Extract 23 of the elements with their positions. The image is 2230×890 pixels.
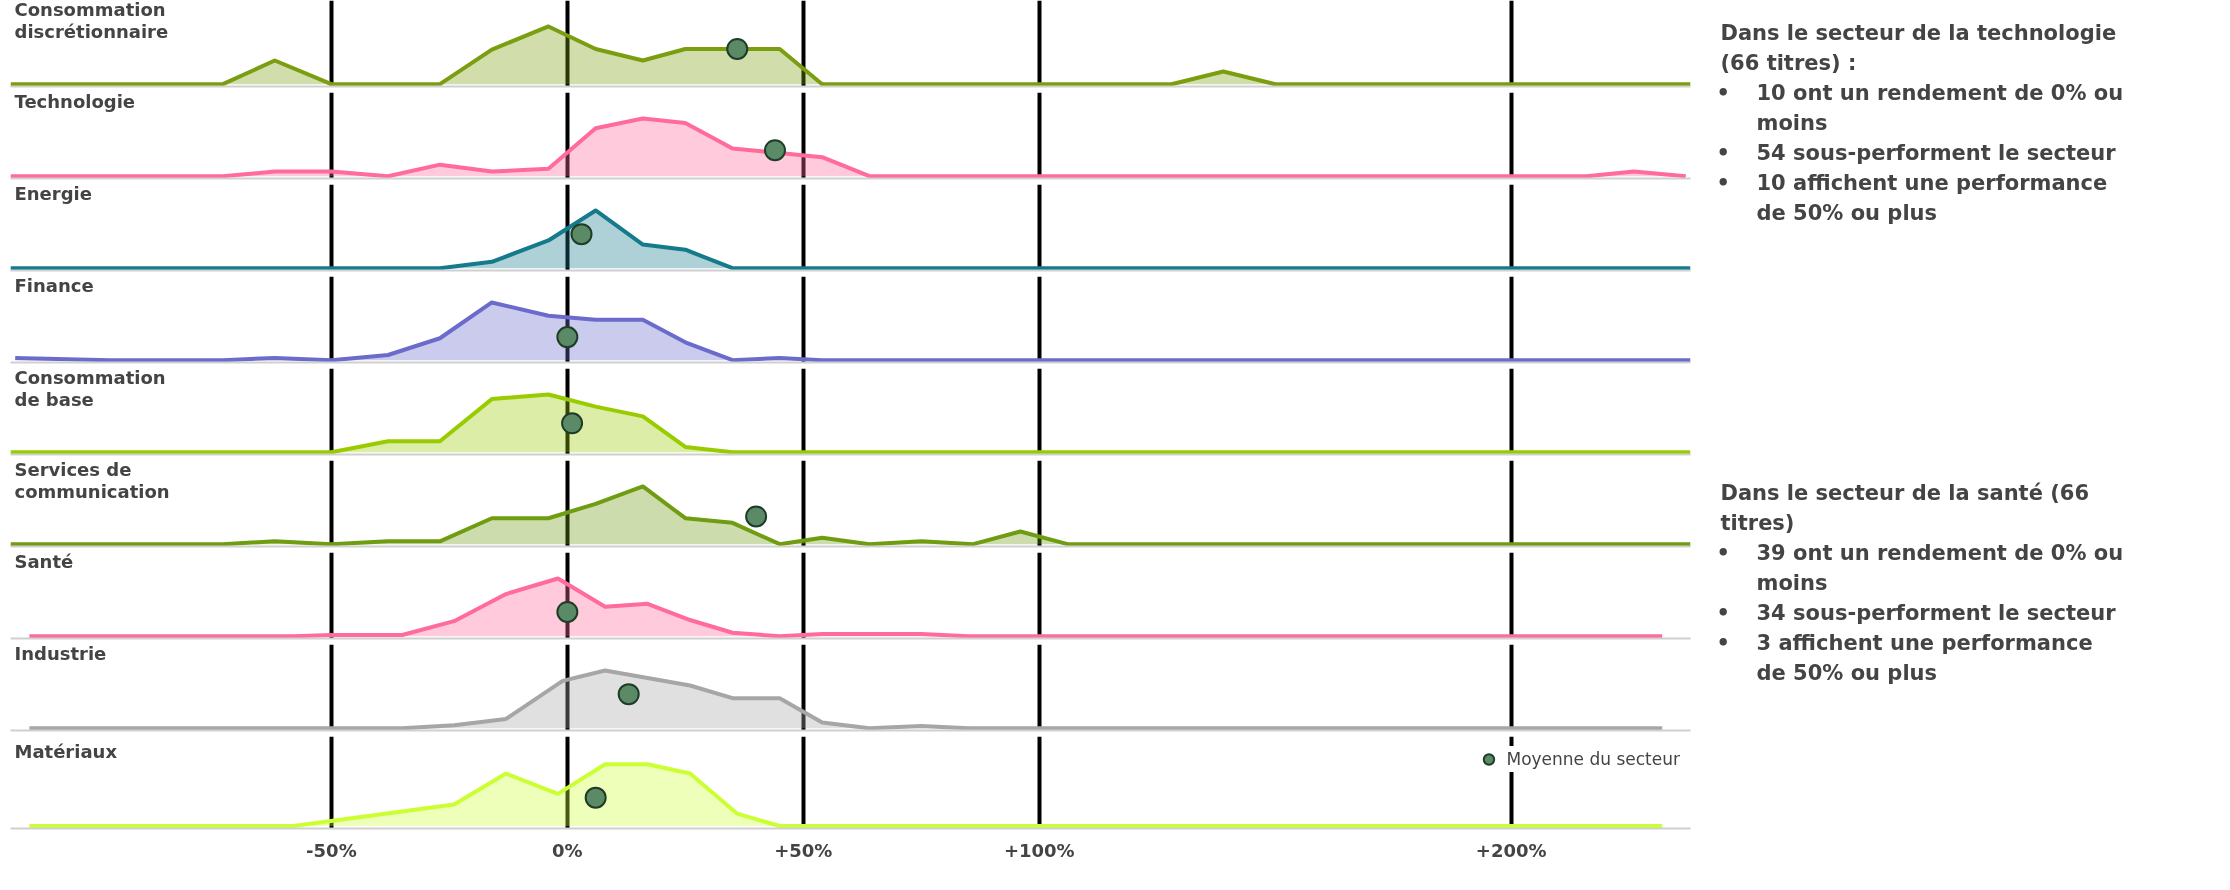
text: • 54 sous-performent le secteur <box>1716 140 2116 165</box>
text: Dans le secteur de la santé (66 titres) <box>1720 480 2090 535</box>
legend-label: Moyenne du secteur <box>1506 749 1680 769</box>
text: Dans le secteur de la technologie (66 titres) : <box>1720 20 2117 75</box>
x-tick-label: -50% <box>306 839 357 861</box>
chart-title: Services de communication <box>14 458 170 502</box>
text: • 10 affichent une performance de 50% ou plus <box>1716 170 2108 225</box>
text: • 34 sous-performent le secteur <box>1716 600 2116 625</box>
text: • 39 ont un rendement de 0% ou moins <box>1716 540 2124 595</box>
x-tick-label: 0% <box>552 839 583 861</box>
x-tick-label: +100% <box>1003 839 1075 861</box>
text: • 10 ont un rendement de 0% ou moins <box>1716 80 2124 135</box>
x-tick-label: +50% <box>774 839 833 861</box>
chart-title: Consommation discrétionnaire <box>14 0 169 42</box>
chart-title: Energie <box>14 182 92 204</box>
chart-title: Technologie <box>14 90 136 112</box>
chart-title: Finance <box>14 274 94 296</box>
chart-title: Industrie <box>14 642 107 664</box>
chart-title: Matériaux <box>14 740 118 762</box>
x-tick-label: +200% <box>1475 839 1547 861</box>
text: • 3 affichent une performance de 50% ou plus <box>1716 630 2093 685</box>
chart-title: Consommation de base <box>14 366 166 410</box>
chart-title: Santé <box>14 550 74 572</box>
